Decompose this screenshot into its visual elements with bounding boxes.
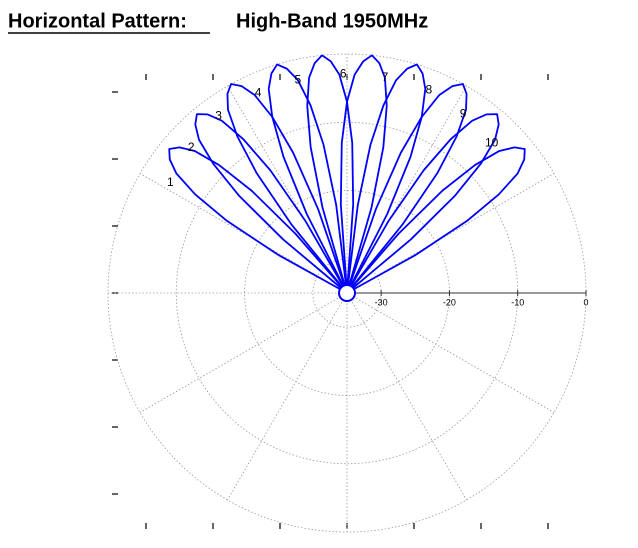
- spoke: [227, 292, 348, 501]
- frame-ticks: [112, 74, 549, 529]
- chart-subtitle: High-Band 1950MHz: [236, 10, 428, 32]
- beam-label: 7: [382, 70, 389, 84]
- beam-line: [168, 146, 348, 294]
- beam-line: [267, 63, 348, 294]
- center-hole: [338, 284, 356, 302]
- beam-label: 10: [485, 135, 499, 149]
- beam-line: [346, 83, 468, 294]
- spoke: [139, 292, 348, 413]
- beam-label: 8: [426, 83, 433, 97]
- r-tick-label: -10: [511, 297, 524, 307]
- beam-line: [306, 54, 355, 294]
- beam-label: 3: [215, 108, 222, 122]
- chart-title: Horizontal Pattern:: [8, 10, 187, 32]
- beam-label: 6: [340, 67, 347, 81]
- beam-line: [194, 113, 348, 294]
- r-tick-label: 0: [583, 297, 588, 307]
- beam-line: [346, 146, 526, 294]
- plot: 1 2 3 4 5 6 7 8 9 10: [167, 54, 526, 302]
- r-tick-label: -20: [443, 297, 456, 307]
- beam-line: [226, 83, 348, 294]
- beam-label: 5: [295, 72, 302, 86]
- r-tick-label: -30: [375, 297, 388, 307]
- beam-line: [346, 113, 500, 294]
- beam-label: 2: [188, 140, 195, 154]
- spoke: [346, 292, 555, 413]
- beam-label: 1: [167, 175, 174, 189]
- spoke: [346, 292, 467, 501]
- beam-line: [339, 54, 388, 294]
- beam-label: 4: [255, 86, 262, 100]
- beam-line: [346, 63, 427, 294]
- beam-label: 9: [460, 106, 467, 120]
